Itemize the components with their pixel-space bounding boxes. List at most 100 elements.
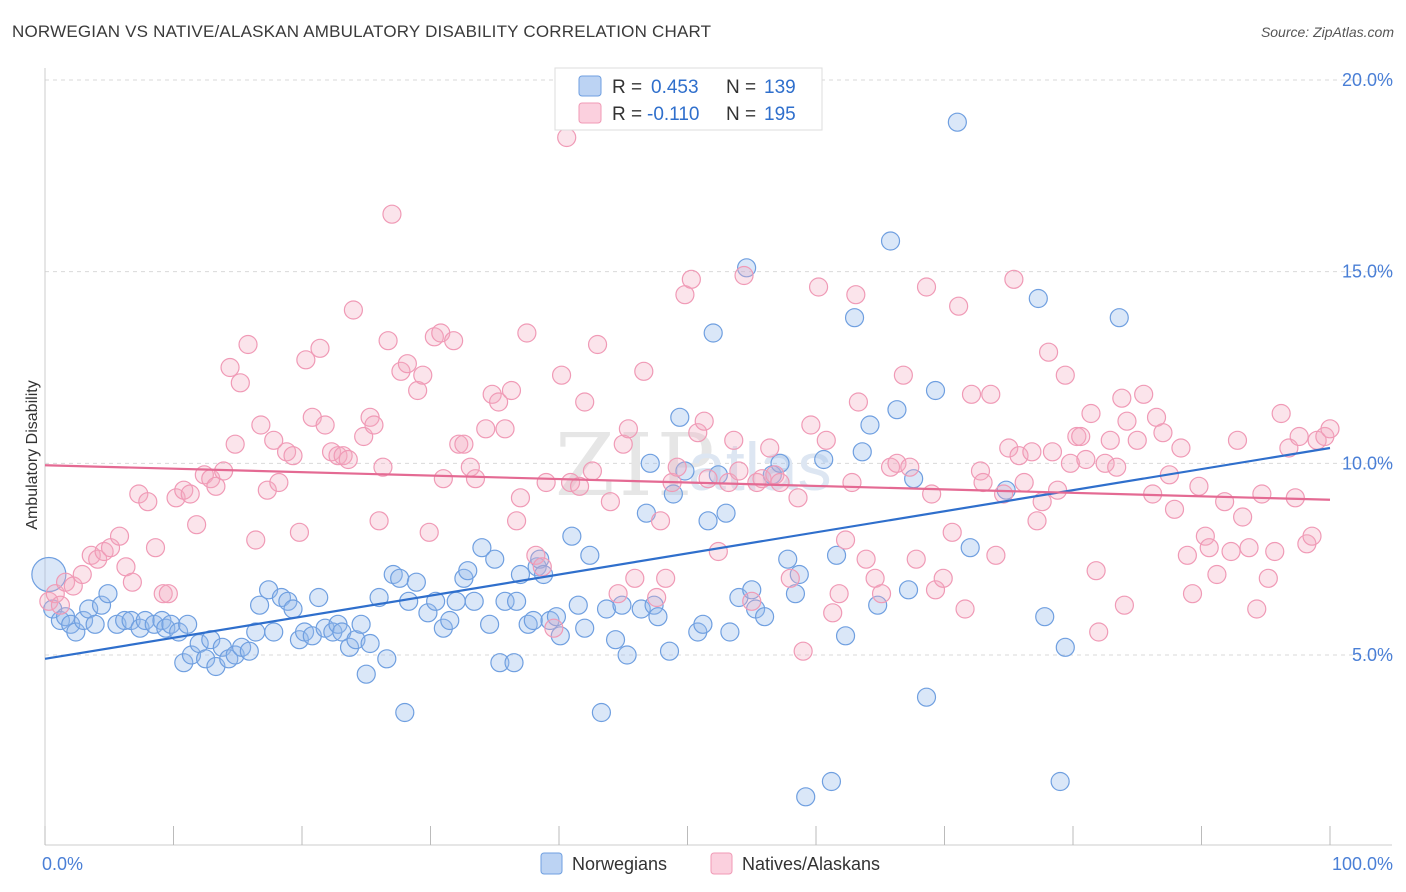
native-point-137 (942, 522, 962, 542)
native-point-37 (289, 522, 310, 542)
native-point-31 (251, 415, 271, 435)
native-point-120 (829, 584, 849, 604)
native-point-38 (296, 350, 316, 370)
native-point-61 (433, 469, 453, 489)
native-point-24 (206, 476, 226, 496)
native-point-141 (970, 461, 991, 481)
native-point-20 (180, 484, 200, 504)
native-point-16 (153, 584, 173, 604)
norwegian-point-113 (754, 607, 775, 627)
native-point-172 (1153, 423, 1173, 443)
norwegian-point-91 (612, 595, 632, 615)
native-point-44 (333, 446, 353, 466)
native-point-53 (382, 204, 402, 224)
norwegian-point-135 (960, 538, 980, 558)
norwegian-point-67 (464, 591, 484, 611)
norwegian-point-25 (196, 649, 216, 669)
norwegian-point-36 (264, 622, 284, 642)
norwegian-point-56 (390, 568, 410, 588)
native-point-41 (315, 415, 335, 435)
native-point-135 (925, 580, 946, 600)
legend-r-label-1: R = (612, 77, 642, 98)
native-point-179 (1195, 526, 1215, 546)
native-point-114 (788, 488, 808, 508)
native-point-166 (1112, 388, 1132, 408)
norwegian-point-139 (1050, 771, 1070, 792)
norwegian-point-12 (115, 610, 135, 631)
legend-n-label-2: N = (726, 104, 756, 125)
native-point-133 (916, 277, 937, 297)
native-point-162 (1086, 561, 1106, 581)
native-point-64 (454, 434, 474, 454)
axes (44, 68, 1392, 846)
norwegian-point-86 (575, 618, 595, 638)
native-point-101 (698, 469, 718, 489)
native-point-105 (729, 461, 749, 481)
native-point-139 (955, 599, 975, 619)
native-point-91 (634, 361, 654, 381)
native-point-51 (373, 457, 393, 477)
native-point-98 (681, 269, 701, 289)
native-point-100 (694, 411, 714, 431)
native-point-7 (88, 549, 108, 569)
native-point-113 (780, 568, 800, 588)
native-point-57 (413, 365, 433, 385)
native-point-182 (1215, 492, 1235, 512)
grid (45, 79, 1392, 656)
native-point-102 (708, 541, 728, 562)
legend-n-value-1: 139 (764, 77, 796, 98)
legend-swatch-norwegians (578, 75, 602, 97)
native-point-46 (343, 300, 363, 320)
native-point-112 (770, 472, 790, 493)
y-tick-label-2: 15.0% (1342, 262, 1393, 282)
legend-swatch-natives (578, 102, 602, 124)
norwegian-point-79 (530, 549, 550, 569)
norwegian-point-10 (98, 584, 118, 604)
norwegian-point-49 (346, 630, 366, 650)
norwegians-trend-line (44, 446, 1331, 660)
norwegian-point-120 (814, 449, 834, 470)
native-point-129 (887, 453, 907, 473)
norwegian-point-89 (596, 599, 617, 619)
norwegian-point-126 (860, 415, 880, 435)
native-point-85 (587, 334, 608, 355)
watermark-zip: ZIP (555, 416, 719, 516)
native-point-163 (1095, 453, 1115, 473)
native-point-176 (1177, 545, 1197, 565)
native-point-151 (1027, 511, 1047, 531)
norwegian-point-124 (844, 308, 865, 328)
native-point-15 (145, 538, 166, 558)
norwegian-point-64 (446, 591, 466, 611)
norwegian-point-0 (31, 556, 67, 593)
norwegian-point-21 (174, 653, 194, 673)
norwegian-point-140 (1055, 637, 1075, 657)
norwegian-point-74 (506, 591, 527, 611)
norwegian-point-58 (399, 591, 419, 611)
norwegian-point-76 (518, 614, 538, 634)
native-point-148 (1009, 446, 1029, 466)
norwegian-point-133 (925, 380, 946, 401)
norwegian-point-82 (546, 607, 567, 627)
native-point-154 (1042, 442, 1063, 462)
norwegian-point-54 (377, 649, 397, 669)
native-point-96 (667, 457, 687, 477)
native-point-78 (544, 618, 564, 638)
norwegian-point-115 (770, 453, 790, 473)
norwegian-point-77 (523, 610, 543, 631)
native-point-122 (842, 472, 862, 493)
native-point-177 (1182, 584, 1203, 604)
native-point-73 (510, 488, 531, 508)
norwegian-point-69 (480, 614, 500, 634)
native-point-88 (613, 434, 633, 454)
native-point-69 (489, 392, 509, 412)
native-point-121 (835, 530, 856, 550)
stats-legend: R = 0.453 N = 139 R = -0.110 N = 195 (554, 67, 823, 131)
norwegian-point-122 (826, 545, 847, 565)
native-point-149 (1014, 472, 1034, 493)
native-point-29 (238, 334, 258, 355)
native-point-200 (1089, 622, 1109, 642)
native-point-55 (397, 354, 417, 374)
legend-r-label-2: R = (612, 104, 642, 125)
norwegian-point-104 (698, 511, 718, 531)
